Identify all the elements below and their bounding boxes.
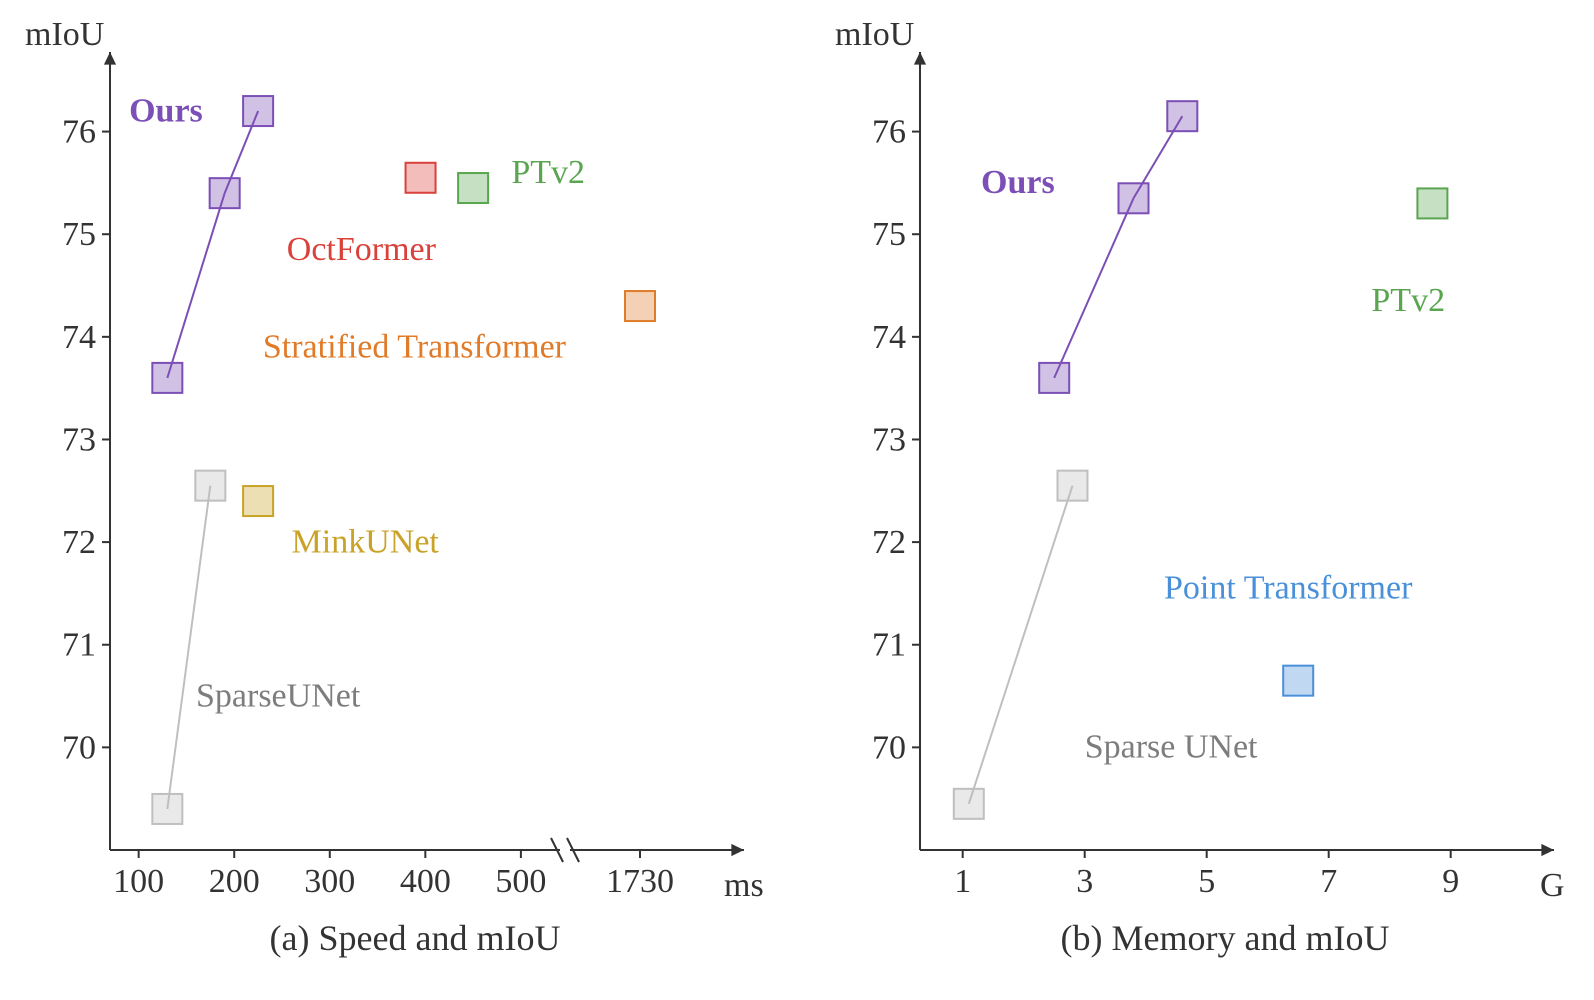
y-tick-label: 73 (872, 421, 906, 458)
series-line (1054, 198, 1133, 378)
series-label: PTv2 (511, 154, 585, 191)
axis-arrowhead (731, 844, 744, 856)
series-line (969, 486, 1073, 804)
data-marker (210, 178, 240, 208)
panel-caption: (a) Speed and mIoU (270, 918, 561, 958)
series-label: Sparse UNet (1085, 729, 1258, 766)
panel-caption: (b) Memory and mIoU (1061, 918, 1390, 958)
data-marker (1039, 363, 1069, 393)
data-marker (625, 291, 655, 321)
series-label: MinkUNet (292, 523, 440, 560)
series-line (167, 193, 224, 378)
x-tick-label: 7 (1320, 863, 1337, 900)
series-line (167, 486, 210, 809)
series-label: OctFormer (287, 231, 437, 268)
y-tick-label: 72 (62, 524, 96, 561)
x-tick-label: 9 (1442, 863, 1459, 900)
data-marker (1119, 183, 1149, 213)
x-tick-label: 1730 (606, 863, 674, 900)
data-marker (458, 173, 488, 203)
data-marker (1283, 666, 1313, 696)
series-label: Point Transformer (1164, 570, 1413, 607)
data-marker (195, 471, 225, 501)
y-tick-label: 74 (62, 319, 96, 356)
panel-b-svg: mIoU 70 71 72 73 74 75 76 1 3 5 7 9 G Ours PTv2 Point Tr… (810, 0, 1590, 1000)
x-tick-label: 500 (495, 863, 546, 900)
y-tick-label: 73 (62, 421, 96, 458)
x-axis-title: G (1540, 867, 1565, 904)
x-tick-label: 5 (1198, 863, 1215, 900)
x-tick-label: 300 (304, 863, 355, 900)
y-tick-label: 76 (872, 114, 906, 151)
x-tick-label: 200 (209, 863, 260, 900)
data-marker (954, 789, 984, 819)
series-label: Stratified Transformer (263, 328, 567, 365)
y-tick-label: 74 (872, 319, 906, 356)
panel-a-svg: mIoU 70 71 72 73 74 75 76 100 200 300 400 500 1730 ms O… (0, 0, 790, 1000)
y-tick-label: 72 (872, 524, 906, 561)
data-marker (243, 96, 273, 126)
y-tick-label: 76 (62, 114, 96, 151)
axis-arrowhead (914, 52, 926, 65)
data-marker (1417, 188, 1447, 218)
y-tick-label: 70 (62, 729, 96, 766)
figure-container: mIoU707172737475761002003004005001730msO… (0, 0, 1594, 1000)
y-tick-label: 75 (62, 216, 96, 253)
x-axis-title: ms (724, 867, 764, 904)
data-marker (152, 794, 182, 824)
y-tick-label: 71 (62, 627, 96, 664)
data-marker (243, 486, 273, 516)
y-axis-title: mIoU (25, 16, 104, 53)
series-label: PTv2 (1371, 282, 1445, 319)
x-tick-label: 3 (1076, 863, 1093, 900)
series-label: Ours (981, 164, 1055, 201)
data-marker (152, 363, 182, 393)
axis-arrowhead (104, 52, 116, 65)
y-axis-title: mIoU (835, 16, 914, 53)
data-marker (1058, 471, 1088, 501)
series-label: Ours (129, 92, 203, 129)
x-tick-label: 1 (954, 863, 971, 900)
axis-arrowhead (1541, 844, 1554, 856)
x-tick-label: 100 (113, 863, 164, 900)
y-tick-label: 71 (872, 627, 906, 664)
data-marker (1167, 101, 1197, 131)
series-label: SparseUNet (196, 677, 361, 714)
data-marker (406, 163, 436, 193)
x-tick-label: 400 (400, 863, 451, 900)
y-tick-label: 75 (872, 216, 906, 253)
y-tick-label: 70 (872, 729, 906, 766)
